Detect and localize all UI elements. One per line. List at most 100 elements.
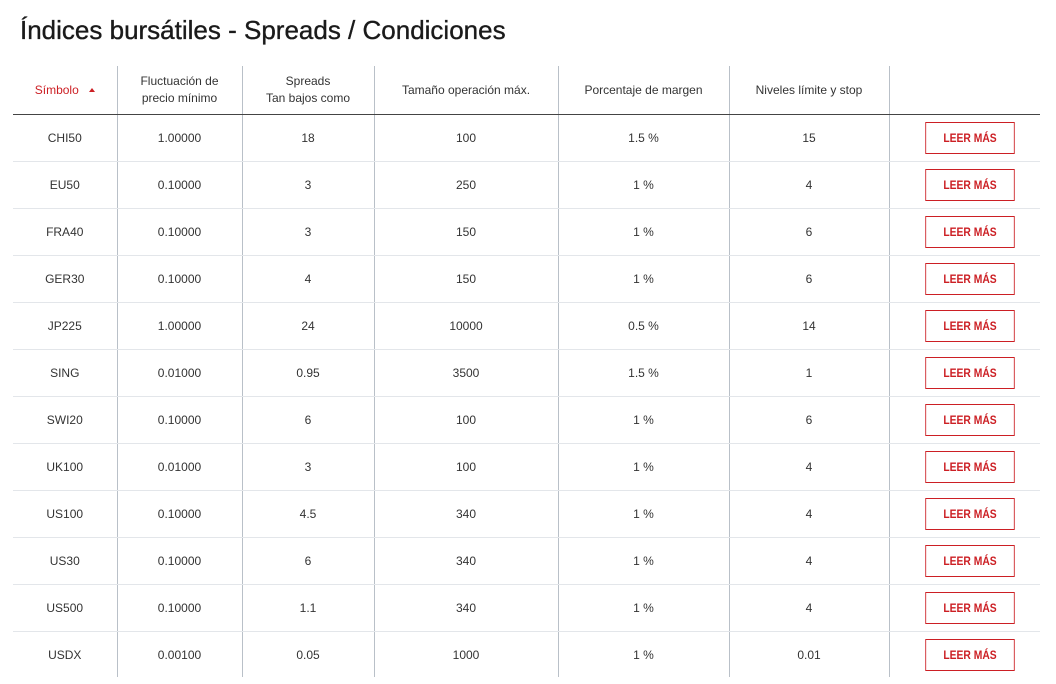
- cell-min-fluctuation: 0.10000: [117, 584, 243, 632]
- cell-max-trade-size: 150: [374, 208, 559, 256]
- read-more-button[interactable]: LEER MÁS: [925, 592, 1015, 624]
- table-row: JP225 1.00000 24 10000 0.5 % 14 LEER MÁS: [13, 302, 1040, 350]
- cell-spread: 4.5: [242, 490, 375, 538]
- cell-max-trade-size: 150: [374, 255, 559, 303]
- read-more-button[interactable]: LEER MÁS: [925, 169, 1015, 201]
- cell-spread: 18: [242, 114, 375, 162]
- cell-symbol: JP225: [13, 302, 118, 350]
- header-row: Símbolo Fluctuación de precio mínimo Spr…: [13, 66, 1040, 115]
- cell-margin-percent: 1 %: [558, 396, 730, 444]
- cell-max-trade-size: 250: [374, 161, 559, 209]
- table-header: Símbolo Fluctuación de precio mínimo Spr…: [13, 66, 1040, 115]
- cell-spread: 3: [242, 161, 375, 209]
- cell-margin-percent: 1 %: [558, 631, 730, 677]
- cell-margin-percent: 1 %: [558, 584, 730, 632]
- sort-ascending-icon: [88, 87, 95, 92]
- cell-symbol: US500: [13, 584, 118, 632]
- cell-max-trade-size: 340: [374, 584, 559, 632]
- cell-symbol: GER30: [13, 255, 118, 303]
- cell-limit-stop-levels: 4: [729, 584, 890, 632]
- cell-action: LEER MÁS: [889, 396, 1040, 444]
- table-row: SWI20 0.10000 6 100 1 % 6 LEER MÁS: [13, 396, 1040, 444]
- cell-max-trade-size: 1000: [374, 631, 559, 677]
- cell-spread: 6: [242, 396, 375, 444]
- cell-margin-percent: 1.5 %: [558, 349, 730, 397]
- cell-action: LEER MÁS: [889, 114, 1040, 162]
- table-row: GER30 0.10000 4 150 1 % 6 LEER MÁS: [13, 255, 1040, 303]
- cell-limit-stop-levels: 6: [729, 255, 890, 303]
- cell-min-fluctuation: 0.10000: [117, 161, 243, 209]
- column-header-margin-percent: Porcentaje de margen: [558, 66, 730, 115]
- cell-action: LEER MÁS: [889, 632, 1040, 678]
- column-header-symbol[interactable]: Símbolo: [13, 66, 118, 115]
- read-more-button[interactable]: LEER MÁS: [925, 498, 1015, 530]
- column-header-spreads-line2: Tan bajos como: [265, 91, 351, 105]
- column-header-action: [889, 66, 1040, 115]
- read-more-button[interactable]: LEER MÁS: [925, 404, 1015, 436]
- cell-min-fluctuation: 0.00100: [117, 631, 243, 677]
- column-header-max-trade-size: Tamaño operación máx.: [374, 66, 559, 115]
- read-more-button[interactable]: LEER MÁS: [925, 263, 1015, 295]
- cell-limit-stop-levels: 4: [729, 490, 890, 538]
- table-row: FRA40 0.10000 3 150 1 % 6 LEER MÁS: [13, 208, 1040, 256]
- page-title: Índices bursátiles - Spreads / Condicion…: [20, 15, 506, 45]
- cell-limit-stop-levels: 4: [729, 537, 890, 585]
- cell-spread: 4: [242, 255, 375, 303]
- cell-action: LEER MÁS: [889, 255, 1040, 303]
- cell-limit-stop-levels: 4: [729, 161, 890, 209]
- table-body: CHI50 1.00000 18 100 1.5 % 15 LEER MÁS E…: [13, 114, 1040, 678]
- cell-spread: 3: [242, 443, 375, 491]
- cell-min-fluctuation: 0.01000: [117, 349, 243, 397]
- table-row: US100 0.10000 4.5 340 1 % 4 LEER MÁS: [13, 490, 1040, 538]
- read-more-button[interactable]: LEER MÁS: [925, 310, 1015, 342]
- cell-max-trade-size: 100: [374, 443, 559, 491]
- cell-symbol: USDX: [13, 631, 118, 677]
- cell-margin-percent: 0.5 %: [558, 302, 730, 350]
- cell-max-trade-size: 10000: [374, 302, 559, 350]
- cell-min-fluctuation: 0.01000: [117, 443, 243, 491]
- cell-symbol: CHI50: [13, 114, 118, 162]
- cell-margin-percent: 1 %: [558, 208, 730, 256]
- cell-spread: 6: [242, 537, 375, 585]
- cell-symbol: SWI20: [13, 396, 118, 444]
- cell-max-trade-size: 100: [374, 396, 559, 444]
- cell-action: LEER MÁS: [889, 208, 1040, 256]
- cell-spread: 0.05: [242, 631, 375, 677]
- cell-max-trade-size: 340: [374, 537, 559, 585]
- cell-action: LEER MÁS: [889, 490, 1040, 538]
- cell-action: LEER MÁS: [889, 584, 1040, 632]
- read-more-button[interactable]: LEER MÁS: [925, 216, 1015, 248]
- cell-min-fluctuation: 1.00000: [117, 302, 243, 350]
- cell-spread: 24: [242, 302, 375, 350]
- cell-limit-stop-levels: 6: [729, 208, 890, 256]
- table-row: SING 0.01000 0.95 3500 1.5 % 1 LEER MÁS: [13, 349, 1040, 397]
- cell-limit-stop-levels: 1: [729, 349, 890, 397]
- cell-margin-percent: 1 %: [558, 255, 730, 303]
- cell-limit-stop-levels: 14: [729, 302, 890, 350]
- column-header-symbol-label: Símbolo: [34, 82, 79, 97]
- cell-symbol: EU50: [13, 161, 118, 209]
- read-more-button[interactable]: LEER MÁS: [925, 451, 1015, 483]
- read-more-button[interactable]: LEER MÁS: [925, 638, 1015, 671]
- cell-min-fluctuation: 0.10000: [117, 537, 243, 585]
- table-row: US30 0.10000 6 340 1 % 4 LEER MÁS: [13, 537, 1040, 585]
- cell-action: LEER MÁS: [889, 537, 1040, 585]
- column-header-limit-stop-levels: Niveles límite y stop: [729, 66, 890, 115]
- cell-action: LEER MÁS: [889, 443, 1040, 491]
- cell-max-trade-size: 340: [374, 490, 559, 538]
- cell-spread: 3: [242, 208, 375, 256]
- read-more-button[interactable]: LEER MÁS: [925, 357, 1015, 389]
- cell-symbol: UK100: [13, 443, 118, 491]
- cell-symbol: SING: [13, 349, 118, 397]
- read-more-button[interactable]: LEER MÁS: [925, 122, 1015, 154]
- table-row: EU50 0.10000 3 250 1 % 4 LEER MÁS: [13, 161, 1040, 209]
- read-more-button[interactable]: LEER MÁS: [925, 545, 1015, 577]
- cell-margin-percent: 1 %: [558, 161, 730, 209]
- cell-spread: 0.95: [242, 349, 375, 397]
- cell-action: LEER MÁS: [889, 302, 1040, 350]
- column-header-min-fluctuation-line1: Fluctuación de: [140, 74, 219, 88]
- table-row: UK100 0.01000 3 100 1 % 4 LEER MÁS: [13, 443, 1040, 491]
- cell-action: LEER MÁS: [889, 161, 1040, 209]
- cell-action: LEER MÁS: [889, 349, 1040, 397]
- column-header-min-fluctuation: Fluctuación de precio mínimo: [117, 66, 243, 115]
